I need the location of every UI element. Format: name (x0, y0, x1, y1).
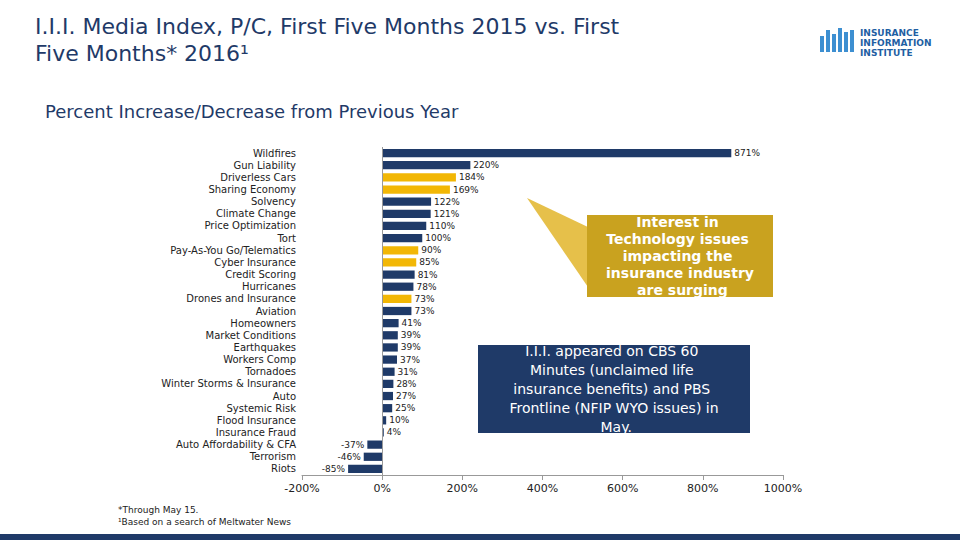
svg-text:INSURANCE: INSURANCE (860, 28, 919, 38)
svg-text:184%: 184% (459, 172, 485, 182)
svg-text:Hurricanes: Hurricanes (242, 281, 296, 292)
svg-text:600%: 600% (607, 482, 638, 495)
svg-text:39%: 39% (401, 330, 421, 340)
svg-text:Credit Scoring: Credit Scoring (225, 269, 296, 280)
svg-text:1000%: 1000% (764, 482, 802, 495)
svg-text:Technology issues: Technology issues (606, 231, 754, 247)
svg-text:-200%: -200% (284, 482, 319, 495)
svg-text:Earthquakes: Earthquakes (234, 342, 296, 353)
svg-text:Riots: Riots (271, 463, 296, 474)
svg-text:*Through May 15.: *Through May 15. (118, 505, 198, 515)
svg-text:I.I.I. appeared on CBS 60: I.I.I. appeared on CBS 60 (525, 343, 703, 359)
svg-text:39%: 39% (401, 342, 421, 352)
svg-text:Percent Increase/Decrease from: Percent Increase/Decrease from Previous … (45, 101, 459, 122)
svg-text:73%: 73% (414, 306, 434, 316)
svg-text:Terrorism: Terrorism (249, 451, 296, 462)
svg-text:220%: 220% (473, 160, 499, 170)
svg-text:100%: 100% (425, 233, 451, 243)
svg-text:871%: 871% (734, 148, 760, 158)
svg-text:78%: 78% (416, 282, 436, 292)
svg-text:Minutes (unclaimed life: Minutes (unclaimed life (530, 362, 698, 378)
svg-text:-85%: -85% (322, 464, 346, 474)
svg-text:27%: 27% (396, 391, 416, 401)
svg-text:25%: 25% (395, 403, 415, 413)
svg-text:INSTITUTE: INSTITUTE (860, 48, 913, 58)
svg-text:90%: 90% (421, 245, 441, 255)
svg-text:200%: 200% (447, 482, 478, 495)
svg-text:Auto Affordability & CFA: Auto Affordability & CFA (176, 439, 296, 450)
svg-text:are surging: are surging (632, 282, 728, 298)
svg-text:May.: May. (596, 419, 632, 435)
svg-text:Aviation: Aviation (256, 306, 296, 317)
svg-text:Workers Comp: Workers Comp (223, 354, 296, 365)
svg-text:insurance industry: insurance industry (606, 265, 754, 281)
svg-text:insurance benefits) and PBS: insurance benefits) and PBS (513, 381, 714, 397)
svg-text:Solvency: Solvency (251, 196, 296, 207)
svg-text:85%: 85% (419, 257, 439, 267)
svg-text:INFORMATION: INFORMATION (860, 38, 932, 48)
svg-text:impacting the: impacting the (623, 248, 738, 264)
svg-text:Sharing Economy: Sharing Economy (208, 184, 296, 195)
svg-text:Driverless Cars: Driverless Cars (220, 172, 296, 183)
svg-text:28%: 28% (396, 379, 416, 389)
svg-text:Homeowners: Homeowners (230, 318, 296, 329)
svg-text:Systemic Risk: Systemic Risk (227, 403, 297, 414)
svg-text:37%: 37% (400, 355, 420, 365)
svg-text:¹Based on a search of Meltwate: ¹Based on a search of Meltwater News (118, 517, 291, 527)
svg-text:Flood Insurance: Flood Insurance (217, 415, 296, 426)
svg-text:Drones and Insurance: Drones and Insurance (186, 293, 296, 304)
svg-text:Gun Liability: Gun Liability (233, 160, 296, 171)
svg-text:0%: 0% (373, 482, 390, 495)
svg-text:Cyber Insurance: Cyber Insurance (214, 257, 296, 268)
svg-text:Price Optimization: Price Optimization (204, 220, 296, 231)
svg-text:Insurance Fraud: Insurance Fraud (216, 427, 296, 438)
svg-text:-37%: -37% (341, 440, 365, 450)
svg-text:Interest in: Interest in (636, 214, 723, 230)
svg-text:4%: 4% (387, 427, 402, 437)
svg-text:Five Months* 2016¹: Five Months* 2016¹ (35, 41, 249, 66)
svg-text:73%: 73% (414, 294, 434, 304)
svg-text:31%: 31% (398, 367, 418, 377)
svg-text:800%: 800% (687, 482, 718, 495)
svg-text:400%: 400% (527, 482, 558, 495)
svg-text:Winter Storms & Insurance: Winter Storms & Insurance (161, 378, 296, 389)
svg-text:Climate Change: Climate Change (216, 208, 296, 219)
svg-text:Pay-As-You Go/Telematics: Pay-As-You Go/Telematics (170, 245, 296, 256)
svg-text:110%: 110% (429, 221, 455, 231)
svg-text:Frontline (NFIP WYO issues) in: Frontline (NFIP WYO issues) in (509, 400, 718, 416)
svg-text:Wildfires: Wildfires (253, 148, 296, 159)
svg-text:Auto: Auto (273, 391, 296, 402)
svg-text:I.I.I. Media Index, P/C, First: I.I.I. Media Index, P/C, First Five Mont… (35, 14, 626, 39)
svg-text:Tornadoes: Tornadoes (244, 366, 296, 377)
svg-text:10%: 10% (389, 415, 409, 425)
svg-text:41%: 41% (402, 318, 422, 328)
svg-text:Tort: Tort (276, 233, 296, 244)
svg-text:-46%: -46% (337, 452, 361, 462)
svg-text:Market Conditions: Market Conditions (206, 330, 296, 341)
svg-text:121%: 121% (434, 209, 460, 219)
svg-text:122%: 122% (434, 197, 460, 207)
svg-text:81%: 81% (418, 270, 438, 280)
svg-text:169%: 169% (453, 185, 479, 195)
